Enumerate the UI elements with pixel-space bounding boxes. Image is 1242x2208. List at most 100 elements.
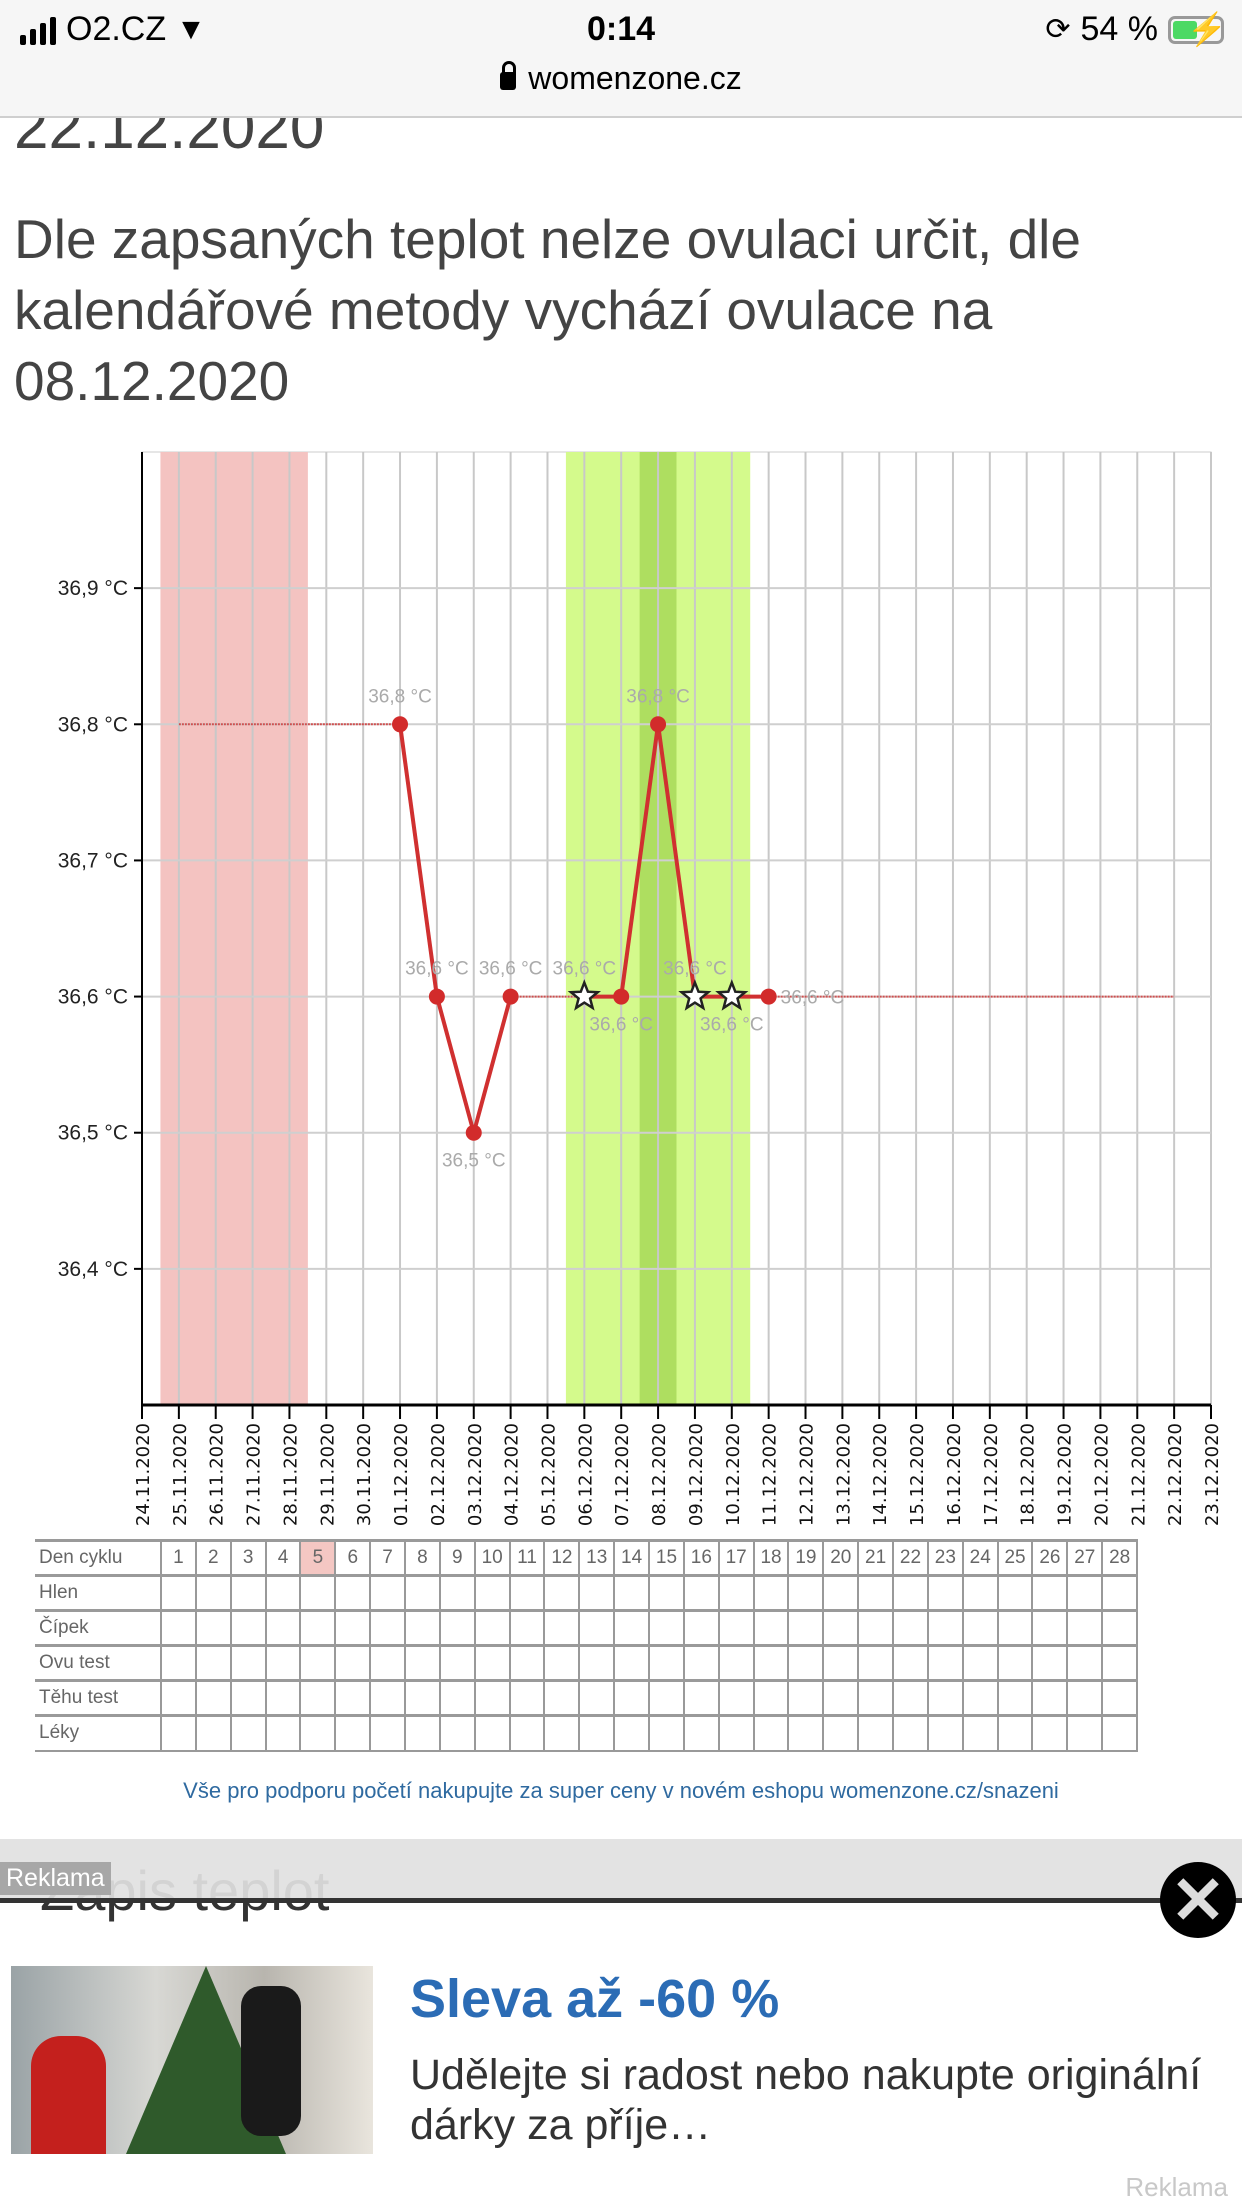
table-cell[interactable] — [1031, 1644, 1069, 1682]
table-cell[interactable] — [160, 1714, 197, 1752]
table-cell[interactable] — [892, 1714, 929, 1752]
table-cell[interactable] — [438, 1609, 476, 1647]
table-cell[interactable] — [438, 1574, 476, 1612]
table-cell[interactable] — [334, 1644, 372, 1682]
table-cell[interactable] — [1101, 1679, 1139, 1717]
table-cell[interactable] — [1101, 1644, 1139, 1682]
table-cell[interactable] — [229, 1644, 267, 1682]
table-cell[interactable] — [369, 1679, 407, 1717]
table-cell[interactable] — [961, 1574, 999, 1612]
table-cell[interactable] — [613, 1574, 651, 1612]
table-cell[interactable] — [752, 1644, 790, 1682]
table-cell[interactable] — [961, 1609, 999, 1647]
table-cell[interactable] — [752, 1714, 790, 1752]
table-cell[interactable] — [194, 1679, 232, 1717]
table-cell[interactable] — [160, 1574, 197, 1612]
table-cell[interactable] — [299, 1574, 337, 1612]
table-cell[interactable] — [473, 1609, 511, 1647]
table-cell[interactable] — [648, 1574, 685, 1612]
table-cell[interactable] — [787, 1679, 825, 1717]
table-cell[interactable] — [194, 1574, 232, 1612]
table-cell[interactable] — [473, 1714, 511, 1752]
table-cell[interactable] — [717, 1714, 755, 1752]
table-cell[interactable] — [369, 1574, 407, 1612]
table-cell[interactable] — [578, 1714, 616, 1752]
table-cell[interactable] — [926, 1679, 964, 1717]
table-cell[interactable] — [822, 1574, 860, 1612]
table-cell[interactable] — [996, 1644, 1034, 1682]
table-cell[interactable] — [717, 1644, 755, 1682]
table-cell[interactable] — [229, 1574, 267, 1612]
table-cell[interactable] — [299, 1644, 337, 1682]
table-cell[interactable] — [508, 1679, 546, 1717]
table-cell[interactable] — [194, 1609, 232, 1647]
table-cell[interactable] — [229, 1679, 267, 1717]
table-cell[interactable] — [404, 1609, 441, 1647]
table-cell[interactable] — [578, 1609, 616, 1647]
table-cell[interactable] — [857, 1679, 895, 1717]
eshop-link[interactable]: Vše pro podporu početí nakupujte za supe… — [183, 1778, 1059, 1803]
table-cell[interactable] — [648, 1609, 685, 1647]
table-cell[interactable] — [822, 1644, 860, 1682]
table-cell[interactable] — [717, 1574, 755, 1612]
table-cell[interactable] — [717, 1609, 755, 1647]
table-cell[interactable] — [648, 1644, 685, 1682]
table-cell[interactable] — [926, 1714, 964, 1752]
table-cell[interactable] — [1031, 1609, 1069, 1647]
table-cell[interactable] — [787, 1609, 825, 1647]
table-cell[interactable] — [648, 1714, 685, 1752]
table-cell[interactable] — [682, 1714, 720, 1752]
ad-image[interactable] — [11, 1966, 373, 2154]
table-cell[interactable] — [299, 1609, 337, 1647]
table-cell[interactable] — [194, 1644, 232, 1682]
table-cell[interactable] — [543, 1714, 581, 1752]
table-cell[interactable] — [1031, 1679, 1069, 1717]
table-cell[interactable] — [752, 1679, 790, 1717]
table-cell[interactable] — [229, 1609, 267, 1647]
table-cell[interactable] — [996, 1574, 1034, 1612]
table-cell[interactable] — [473, 1574, 511, 1612]
table-cell[interactable] — [264, 1679, 302, 1717]
table-cell[interactable] — [648, 1679, 685, 1717]
table-cell[interactable] — [613, 1609, 651, 1647]
table-cell[interactable] — [369, 1609, 407, 1647]
table-cell[interactable] — [857, 1714, 895, 1752]
ad-headline[interactable]: Sleva až -60 % — [410, 1969, 780, 2029]
table-cell[interactable] — [682, 1679, 720, 1717]
table-cell[interactable] — [1101, 1574, 1139, 1612]
table-cell[interactable] — [822, 1679, 860, 1717]
table-cell[interactable] — [752, 1574, 790, 1612]
table-cell[interactable] — [160, 1644, 197, 1682]
table-cell[interactable] — [264, 1714, 302, 1752]
table-cell[interactable] — [334, 1574, 372, 1612]
table-cell[interactable] — [613, 1679, 651, 1717]
table-cell[interactable] — [264, 1574, 302, 1612]
table-cell[interactable] — [334, 1714, 372, 1752]
table-cell[interactable] — [613, 1644, 651, 1682]
table-cell[interactable] — [1066, 1679, 1104, 1717]
table-cell[interactable] — [508, 1609, 546, 1647]
table-cell[interactable] — [996, 1609, 1034, 1647]
table-cell[interactable] — [926, 1609, 964, 1647]
table-cell[interactable] — [264, 1644, 302, 1682]
table-cell[interactable] — [892, 1609, 929, 1647]
table-cell[interactable] — [961, 1679, 999, 1717]
table-cell[interactable] — [926, 1574, 964, 1612]
table-cell[interactable] — [264, 1609, 302, 1647]
table-cell[interactable] — [299, 1714, 337, 1752]
table-cell[interactable] — [578, 1644, 616, 1682]
table-cell[interactable] — [473, 1679, 511, 1717]
table-cell[interactable] — [334, 1679, 372, 1717]
table-cell[interactable] — [508, 1644, 546, 1682]
table-cell[interactable] — [578, 1574, 616, 1612]
table-cell[interactable] — [857, 1644, 895, 1682]
table-cell[interactable] — [473, 1644, 511, 1682]
table-cell[interactable] — [1101, 1609, 1139, 1647]
table-cell[interactable] — [543, 1609, 581, 1647]
table-cell[interactable] — [1066, 1574, 1104, 1612]
table-cell[interactable] — [229, 1714, 267, 1752]
table-cell[interactable] — [508, 1574, 546, 1612]
table-cell[interactable] — [160, 1679, 197, 1717]
table-cell[interactable] — [1031, 1574, 1069, 1612]
address-bar[interactable]: womenzone.cz — [0, 60, 1242, 97]
